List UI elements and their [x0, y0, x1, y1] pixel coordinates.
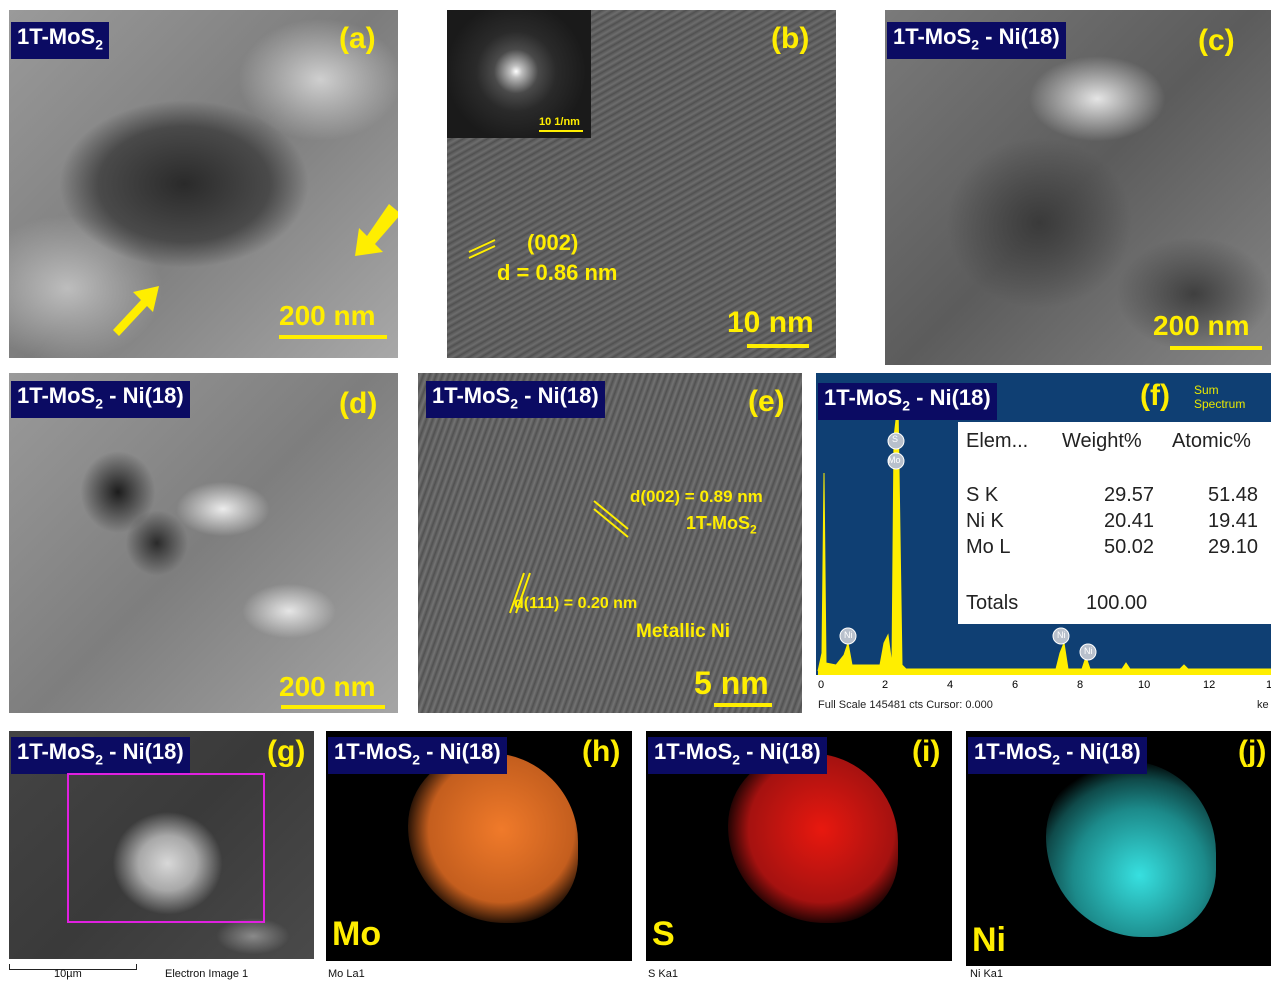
table-header-weight: Weight%	[1062, 430, 1142, 452]
x-tick-label: 12	[1203, 679, 1216, 691]
scale-bar	[281, 705, 385, 709]
sample-tag: 1T-MoS2 - Ni(18)	[11, 737, 190, 775]
scale-bar	[714, 703, 772, 707]
sample-tag: 1T-MoS2 - Ni(18)	[328, 737, 507, 775]
d-spacing-label: d = 0.86 nm	[497, 260, 618, 285]
spectrum-title: Sum Spectrum	[1194, 383, 1246, 411]
sample-tag: 1T-MoS2 - Ni(18)	[426, 381, 605, 419]
x-tick-label: 10	[1138, 679, 1151, 691]
element-map-blob	[408, 753, 578, 923]
scale-label: 5 nm	[694, 665, 769, 701]
scale-bar	[1170, 346, 1262, 350]
x-tick-label: 1	[1266, 679, 1271, 691]
panel-a-tem-image: 1T-MoS2 (a) 200 nm	[9, 10, 398, 358]
panel-c-tem-image: 1T-MoS2 - Ni(18) (c) 200 nm	[885, 10, 1271, 365]
peak-label: Mo	[888, 455, 901, 465]
inset-scale-bar	[539, 130, 583, 132]
panel-letter: (f)	[1140, 379, 1170, 412]
panel-letter: (j)	[1238, 735, 1267, 768]
table-cell: 29.10	[1208, 536, 1259, 558]
element-map-blob	[1046, 761, 1216, 937]
lattice-plane-label: (002)	[527, 230, 579, 255]
table-cell: 19.41	[1208, 510, 1259, 532]
panel-letter: (a)	[339, 22, 376, 55]
peak-label: Ni	[844, 630, 853, 640]
panel-g-sem-image: 1T-MoS2 - Ni(18) (g)	[9, 731, 314, 959]
table-cell: 29.57	[1104, 484, 1155, 506]
panel-letter: (b)	[771, 22, 810, 55]
scale-label: 10 nm	[727, 306, 814, 339]
panel-d-tem-image: 1T-MoS2 - Ni(18) (d) 200 nm	[9, 373, 398, 713]
element-label: Ni	[972, 921, 1006, 959]
panel-j-ni-map: 1T-MoS2 - Ni(18) (j) Ni	[966, 731, 1271, 966]
roi-rectangle	[67, 773, 265, 923]
axis-unit: ke	[1257, 699, 1269, 711]
sample-tag: 1T-MoS2	[11, 22, 110, 60]
sample-tag: 1T-MoS2 - Ni(18)	[968, 737, 1147, 775]
arrow-icon	[113, 286, 159, 336]
scale-bar	[279, 335, 387, 339]
x-tick-label: 2	[882, 679, 889, 691]
peak-label: Ni	[1084, 646, 1093, 656]
panel-h-mo-map: 1T-MoS2 - Ni(18) (h) Mo	[326, 731, 632, 961]
inset-scale-label: 10 1/nm	[539, 116, 580, 128]
panel-e-hrtem-image: 1T-MoS2 - Ni(18) (e) d(002) = 0.89 nm 1T…	[418, 373, 802, 713]
sample-tag: 1T-MoS2 - Ni(18)	[11, 381, 190, 419]
peak-label: Ni	[1057, 630, 1066, 640]
sample-tag: 1T-MoS2 - Ni(18)	[648, 737, 827, 775]
spectrum-trace	[817, 402, 1271, 675]
sem-scale-bar	[9, 964, 137, 970]
spectrum-footer: Full Scale 145481 cts Cursor: 0.000	[818, 699, 993, 711]
panel-b-hrtem-image: 10 1/nm (b) (002) d = 0.86 nm 10 nm	[447, 10, 836, 358]
panel-letter: (i)	[912, 735, 941, 768]
sem-scale-label: 10µm	[54, 968, 82, 980]
arrow-icon	[355, 204, 398, 256]
table-cell: Mo L	[966, 536, 1011, 558]
panel-letter: (h)	[582, 735, 621, 768]
panel-letter: (c)	[1198, 24, 1235, 57]
table-cell: 20.41	[1104, 510, 1155, 532]
table-header-atomic: Atomic%	[1172, 430, 1251, 452]
table-total-label: Totals	[966, 592, 1019, 614]
lattice-marker-icon	[509, 572, 531, 614]
table-cell: 50.02	[1104, 536, 1155, 558]
x-tick-label: 0	[818, 679, 825, 691]
map-caption: Mo La1	[328, 968, 365, 980]
table-cell: 51.48	[1208, 484, 1259, 506]
x-tick-label: 8	[1077, 679, 1084, 691]
peak-label: S	[892, 434, 899, 444]
ni-phase-label: Metallic Ni	[636, 621, 730, 642]
table-cell: Ni K	[966, 510, 1004, 532]
map-caption: S Ka1	[648, 968, 678, 980]
lattice-marker-icon	[468, 239, 496, 259]
element-label: S	[652, 915, 675, 953]
panel-i-s-map: 1T-MoS2 - Ni(18) (i) S	[646, 731, 952, 961]
mos2-phase-label: 1T-MoS2	[686, 513, 757, 537]
scale-label: 200 nm	[279, 671, 376, 702]
panel-letter: (e)	[748, 385, 785, 418]
panel-letter: (g)	[267, 735, 306, 768]
scale-label: 200 nm	[1153, 310, 1250, 341]
map-caption: Ni Ka1	[970, 968, 1004, 980]
panel-letter: (d)	[339, 387, 378, 420]
x-tick-label: 6	[1012, 679, 1019, 691]
peak-marker-icon	[839, 432, 1097, 661]
sem-caption: Electron Image 1	[165, 968, 249, 980]
table-total-value: 100.00	[1086, 592, 1148, 614]
scale-label: 200 nm	[279, 300, 376, 331]
composition-table: Elem... Weight% Atomic% S K 29.57 51.48 …	[958, 422, 1271, 624]
element-label: Mo	[332, 915, 382, 953]
table-header-element: Elem...	[966, 430, 1029, 452]
lattice-marker-icon	[593, 500, 629, 538]
d002-label: d(002) = 0.89 nm	[630, 487, 763, 506]
element-map-blob	[728, 753, 898, 923]
x-tick-label: 4	[947, 679, 954, 691]
sample-tag: 1T-MoS2 - Ni(18)	[818, 383, 997, 421]
sample-tag: 1T-MoS2 - Ni(18)	[887, 22, 1066, 60]
table-cell: S K	[966, 484, 999, 506]
d111-label: d(111) = 0.20 nm	[514, 595, 638, 612]
scale-bar	[747, 344, 809, 348]
fft-inset	[447, 10, 591, 138]
